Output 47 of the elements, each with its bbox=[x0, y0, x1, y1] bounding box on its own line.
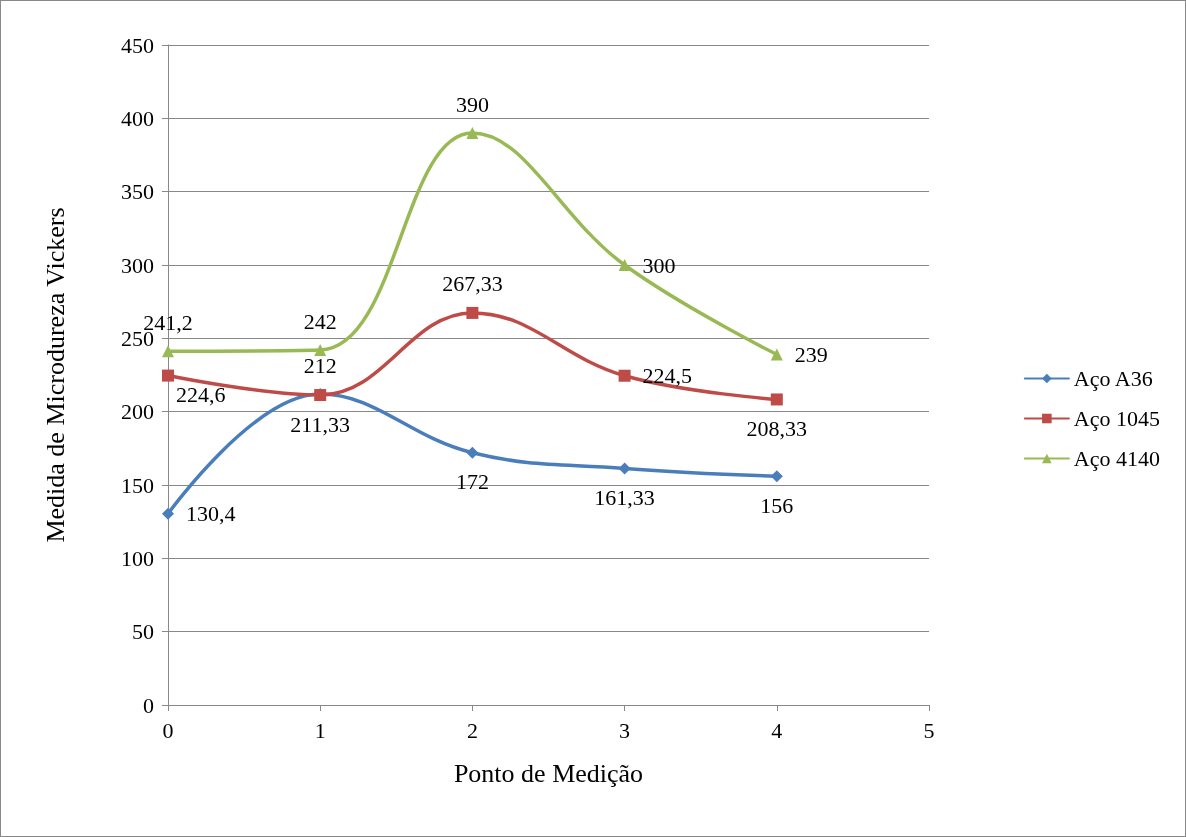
point bbox=[466, 127, 479, 139]
y-tick-label: 200 bbox=[121, 399, 154, 425]
data-label: 267,33 bbox=[442, 271, 503, 297]
legend-label: Aço A36 bbox=[1073, 366, 1153, 391]
data-label: 208,33 bbox=[746, 415, 808, 441]
legend-label: Aço 4140 bbox=[1073, 446, 1160, 471]
x-tick-label: 3 bbox=[619, 717, 631, 743]
point bbox=[618, 462, 631, 475]
x-tick-label: 0 bbox=[162, 717, 174, 743]
data-label: 239 bbox=[794, 341, 828, 367]
data-label: 211,33 bbox=[290, 411, 351, 437]
x-axis-title: Ponto de Medição bbox=[453, 758, 644, 788]
data-label: 212 bbox=[303, 352, 337, 378]
point bbox=[162, 345, 174, 358]
y-tick-label: 150 bbox=[121, 472, 154, 498]
data-label: 161,33 bbox=[594, 484, 655, 510]
data-label: 156 bbox=[760, 492, 794, 518]
y-tick-label: 50 bbox=[132, 619, 154, 645]
point bbox=[466, 306, 479, 319]
y-tick-label: 0 bbox=[143, 692, 154, 718]
data-label: 300 bbox=[642, 252, 676, 278]
x-tick-label: 4 bbox=[771, 717, 783, 743]
y-tick-label: 400 bbox=[121, 105, 154, 131]
y-tick-label: 350 bbox=[121, 179, 154, 205]
point bbox=[770, 348, 783, 361]
y-tick-label: 100 bbox=[121, 545, 154, 571]
legend-label: Aço 1045 bbox=[1073, 406, 1160, 431]
data-label: 241,2 bbox=[143, 309, 193, 335]
point bbox=[618, 369, 631, 382]
y-tick-label: 300 bbox=[121, 252, 154, 278]
point bbox=[466, 446, 479, 459]
point bbox=[162, 507, 174, 520]
data-label: 130,4 bbox=[186, 501, 236, 527]
y-tick-label: 450 bbox=[121, 32, 154, 58]
point bbox=[618, 259, 631, 271]
data-label: 172 bbox=[455, 469, 489, 495]
x-tick-label: 1 bbox=[314, 717, 326, 743]
y-axis-title: Medida de Microdureza Vickers bbox=[40, 207, 70, 543]
x-tick-label: 2 bbox=[466, 717, 478, 743]
data-label: 224,5 bbox=[642, 363, 693, 389]
point bbox=[314, 344, 327, 357]
x-tick-label: 5 bbox=[923, 717, 935, 743]
data-label: 242 bbox=[303, 308, 337, 334]
data-label: 390 bbox=[455, 91, 489, 117]
point bbox=[162, 369, 174, 382]
point bbox=[770, 393, 783, 406]
data-label: 224,6 bbox=[176, 382, 226, 408]
